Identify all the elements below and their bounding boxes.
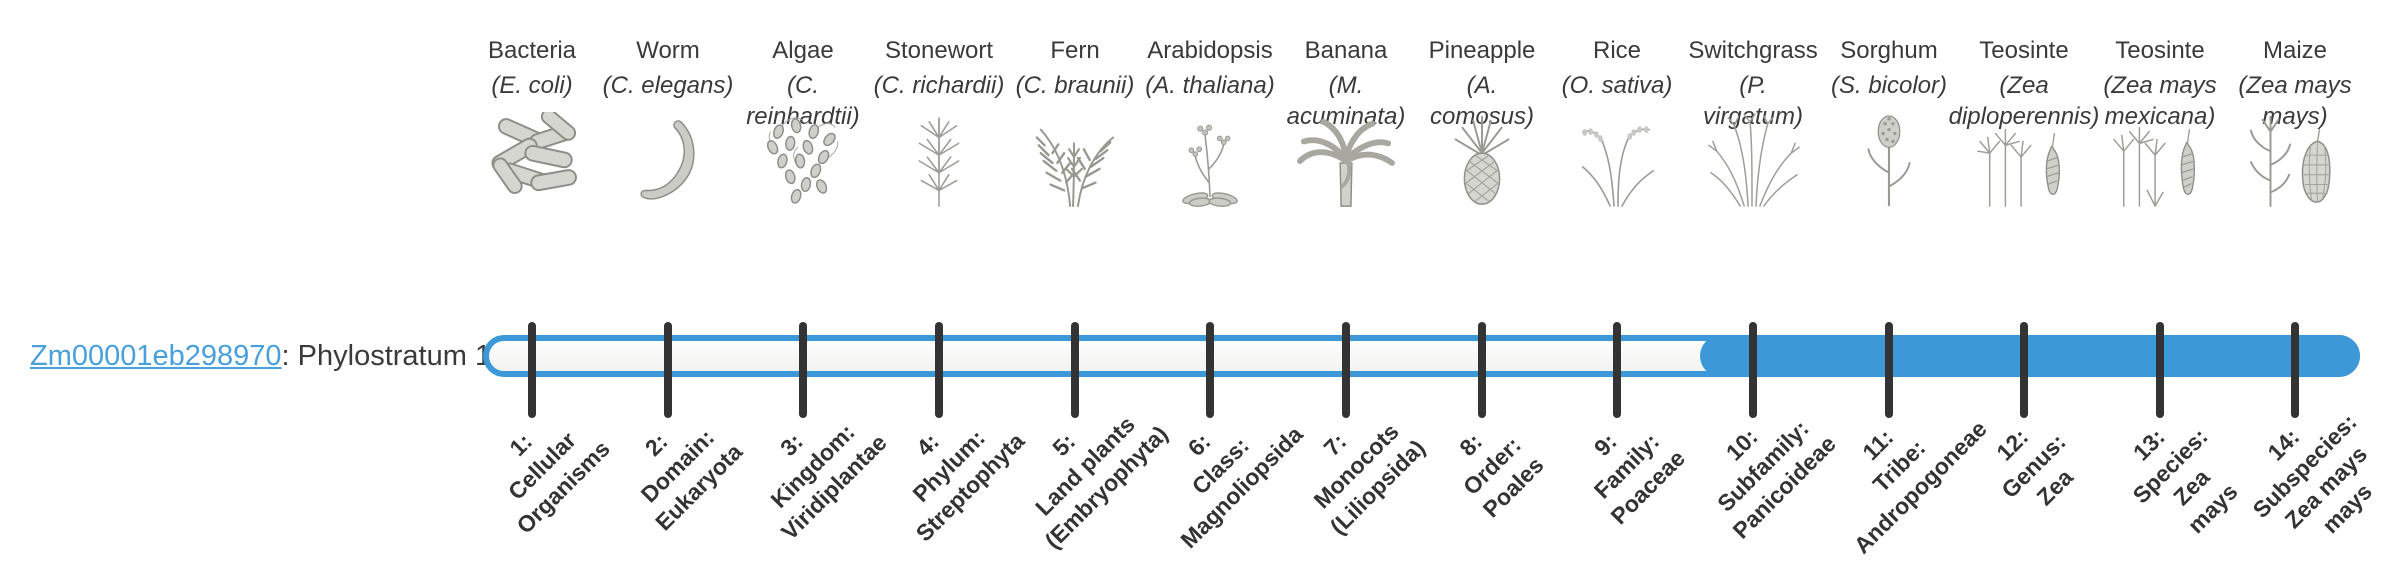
organism-name: Pineapple bbox=[1428, 37, 1536, 64]
organism-name: Teosinte bbox=[1979, 37, 2069, 64]
phylostratum-tick bbox=[1071, 322, 1079, 418]
phylostratum-tick bbox=[528, 322, 536, 418]
organism-column-rice: Rice (O. sativa) 9: Family: Poaceae bbox=[1532, 0, 1702, 580]
organism-column-switchgrass: Switchgrass (P. virgatum) 10: Subfamily:… bbox=[1668, 0, 1840, 580]
phylostratum-tick bbox=[1342, 322, 1350, 418]
phylostratum-tick bbox=[2156, 322, 2164, 418]
organism-column-worm: Worm (C. elegans) 2: Domain: Eukaryota bbox=[583, 0, 753, 580]
organism-species: (C. reinhardtii) bbox=[746, 72, 860, 130]
organism-species: (M. acuminata) bbox=[1286, 72, 1406, 130]
organism-species: (A. thaliana) bbox=[1145, 72, 1275, 99]
organism-species: (C. elegans) bbox=[602, 72, 734, 99]
phylostratum-tick bbox=[935, 322, 943, 418]
organism-column-fern: Fern (C. braunii) 5: Land plants (Embryo… bbox=[990, 0, 1173, 580]
organism-column-maize: Maize (Zea mays mays) 14: Subspecies: Ze… bbox=[2210, 0, 2380, 580]
organism-column-stonewort: Stonewort (C. richardii) 4: Phylum: Stre… bbox=[854, 0, 1030, 580]
organism-species: (Zea mays mexicana) bbox=[2103, 72, 2217, 130]
stratum-label: 14: Subspecies: Zea mays mays bbox=[2247, 408, 2378, 539]
gene-label: Zm00001eb298970: Phylostratum 10 bbox=[30, 334, 507, 378]
organism-name: Switchgrass bbox=[1688, 37, 1818, 64]
organism-column-bacteria: Bacteria (E. coli) 1: Cellular Organisms bbox=[447, 0, 617, 580]
stratum-label-wrap: 14: Subspecies: Zea mays mays bbox=[2188, 409, 2378, 554]
organism-column-algae: Algae (C. reinhardtii) 3: Kingdom: Virid… bbox=[718, 0, 892, 580]
organism-column-banana: Banana (M. acuminata) 7: Monocots (Lilio… bbox=[1261, 0, 1431, 580]
organism-name: Arabidopsis bbox=[1147, 37, 1273, 64]
organism-species: (Zea mays mays) bbox=[2238, 72, 2352, 130]
phylostratum-text: : Phylostratum 10 bbox=[281, 339, 508, 372]
organism-name: Sorghum bbox=[1840, 37, 1938, 64]
organism-species: (O. sativa) bbox=[1561, 72, 1673, 99]
organism-column-sorghum: Sorghum (S. bicolor) 11: Tribe: Andropog… bbox=[1804, 0, 1992, 580]
phylostratum-tick bbox=[2020, 322, 2028, 418]
organism-name: Fern bbox=[1050, 37, 1100, 64]
organism-name: Bacteria bbox=[487, 37, 577, 64]
organism-species: (P. virgatum) bbox=[1702, 72, 1804, 130]
organism-name: Banana bbox=[1304, 37, 1388, 64]
phylostratum-tick bbox=[1478, 322, 1486, 418]
phylostratum-tick bbox=[1885, 322, 1893, 418]
phylostratum-tick bbox=[664, 322, 672, 418]
phylostratum-tick bbox=[1613, 322, 1621, 418]
phylostratum-bar-fill bbox=[1700, 335, 2360, 377]
phylostratum-tick bbox=[2291, 322, 2299, 418]
organism-column-pineapple: Pineapple (A. comosus) 8: Order: Poales bbox=[1397, 0, 1567, 580]
organism-species: (C. richardii) bbox=[873, 72, 1005, 99]
maize-icon bbox=[2210, 108, 2380, 210]
gene-id-link[interactable]: Zm00001eb298970 bbox=[30, 339, 282, 372]
organism-species: (C. braunii) bbox=[1015, 72, 1135, 99]
organism-name: Maize bbox=[2262, 37, 2328, 64]
organism-species: (E. coli) bbox=[491, 72, 573, 99]
organism-column-teosinte-mexicana: Teosinte (Zea mays mexicana) 13: Species… bbox=[2075, 0, 2245, 580]
organism-name: Rice bbox=[1592, 37, 1641, 64]
organism-name: Stonewort bbox=[884, 37, 994, 64]
organism-name: Teosinte bbox=[2115, 37, 2205, 64]
organism-name: Worm bbox=[636, 37, 700, 64]
organism-column-teosinte-diploperennis: Teosinte (Zea diploperennis) 12: Genus: … bbox=[1939, 0, 2109, 580]
phylostratum-tick bbox=[1749, 322, 1757, 418]
phylostratum-tick bbox=[1206, 322, 1214, 418]
phylostratum-tick bbox=[799, 322, 807, 418]
organism-species: (S. bicolor) bbox=[1830, 72, 1948, 99]
organism-column-arabidopsis: Arabidopsis (A. thaliana) 6: Class: Magn… bbox=[1125, 0, 1307, 580]
organism-species: (Zea diploperennis) bbox=[1948, 72, 2100, 130]
organism-name: Algae bbox=[772, 37, 834, 64]
